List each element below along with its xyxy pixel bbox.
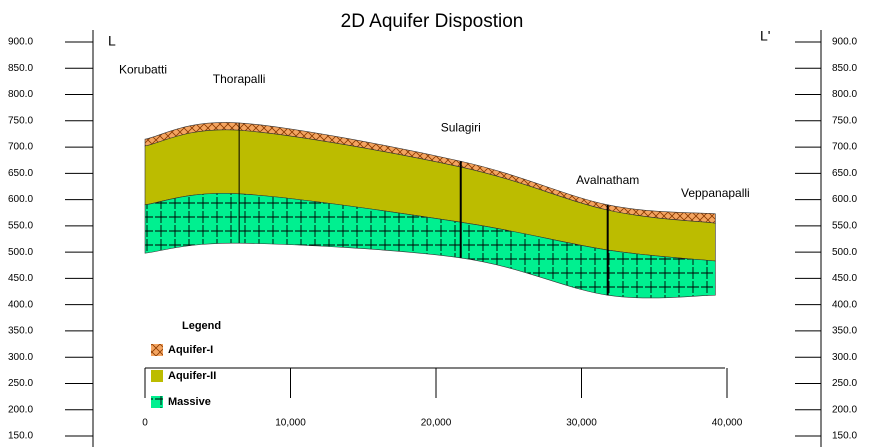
y2-tick-label: 150.0 xyxy=(832,431,857,442)
y2-tick-label: 800.0 xyxy=(832,89,857,100)
y2-tick-label: 750.0 xyxy=(832,115,857,126)
x-tick-label: 10,000 xyxy=(275,418,306,429)
y2-tick-label: 450.0 xyxy=(832,273,857,284)
legend-label: Massive xyxy=(168,396,211,408)
y-tick-label: 450.0 xyxy=(8,273,33,284)
location-label: Thorapalli xyxy=(213,72,266,86)
x-tick-label: 30,000 xyxy=(566,418,597,429)
y-tick-label: 700.0 xyxy=(8,142,33,153)
y-tick-label: 250.0 xyxy=(8,378,33,389)
legend-swatch xyxy=(151,370,163,382)
y-tick-label: 200.0 xyxy=(8,404,33,415)
y-tick-label: 800.0 xyxy=(8,89,33,100)
y-tick-label: 500.0 xyxy=(8,247,33,258)
y-tick-label: 600.0 xyxy=(8,194,33,205)
chart-title: 2D Aquifer Dispostion xyxy=(341,11,524,32)
layer-2 xyxy=(144,193,716,299)
y2-tick-label: 300.0 xyxy=(832,352,857,363)
y-tick-label: 350.0 xyxy=(8,326,33,337)
location-label: Sulagiri xyxy=(441,120,481,134)
section-start: L xyxy=(108,33,116,49)
section-end: L' xyxy=(760,28,770,44)
y-tick-label: 400.0 xyxy=(8,299,33,310)
y2-tick-label: 900.0 xyxy=(832,37,857,48)
y2-tick-label: 200.0 xyxy=(832,404,857,415)
x-tick-label: 0 xyxy=(142,418,148,429)
legend-label: Aquifer-I xyxy=(168,344,213,356)
y2-tick-label: 700.0 xyxy=(832,142,857,153)
y2-tick-label: 350.0 xyxy=(832,326,857,337)
y2-tick-label: 550.0 xyxy=(832,221,857,232)
y-tick-label: 750.0 xyxy=(8,115,33,126)
y2-tick-label: 650.0 xyxy=(832,168,857,179)
y-tick-label: 300.0 xyxy=(8,352,33,363)
y2-tick-label: 600.0 xyxy=(832,194,857,205)
location-label: Korubatti xyxy=(119,62,167,76)
y2-tick-label: 500.0 xyxy=(832,247,857,258)
legend-label: Aquifer-II xyxy=(168,370,216,382)
location-label: Veppanapalli xyxy=(681,186,750,200)
legend-title: Legend xyxy=(182,320,221,332)
y2-tick-label: 850.0 xyxy=(832,63,857,74)
y-tick-label: 150.0 xyxy=(8,431,33,442)
y2-tick-label: 250.0 xyxy=(832,378,857,389)
x-tick-label: 20,000 xyxy=(421,418,452,429)
legend-swatch xyxy=(151,396,163,408)
y-tick-label: 850.0 xyxy=(8,63,33,74)
x-tick-label: 40,000 xyxy=(712,418,743,429)
y-tick-label: 650.0 xyxy=(8,168,33,179)
y-tick-label: 550.0 xyxy=(8,221,33,232)
y2-tick-label: 400.0 xyxy=(832,299,857,310)
legend-swatch xyxy=(151,344,163,356)
location-label: Avalnatham xyxy=(576,173,639,187)
y-tick-label: 900.0 xyxy=(8,37,33,48)
